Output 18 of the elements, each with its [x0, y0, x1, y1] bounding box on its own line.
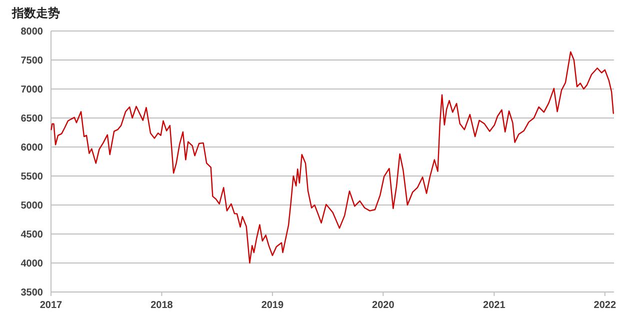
x-tick-label: 2020: [372, 300, 395, 311]
y-tick-label: 4500: [20, 230, 44, 240]
x-tick-label: 2017: [40, 300, 63, 311]
x-tick-label: 2021: [483, 300, 506, 311]
y-tick-label: 4000: [20, 258, 44, 270]
y-tick-label: 7000: [20, 84, 44, 96]
y-tick-label: 6000: [20, 142, 44, 154]
chart-title: 指数走势: [11, 6, 60, 20]
y-tick-label: 6500: [20, 114, 44, 124]
y-tick-label: 3500: [20, 288, 44, 298]
y-tick-label: 8000: [20, 26, 44, 38]
x-tick-label: 2019: [261, 300, 284, 311]
y-tick-label: 5000: [20, 200, 44, 212]
line-series: [50, 51, 614, 264]
y-tick-label: 7500: [20, 56, 44, 66]
x-tick-label: 2018: [150, 300, 174, 311]
y-tick-label: 5500: [20, 172, 44, 182]
x-tick-label: 2022: [594, 300, 616, 311]
